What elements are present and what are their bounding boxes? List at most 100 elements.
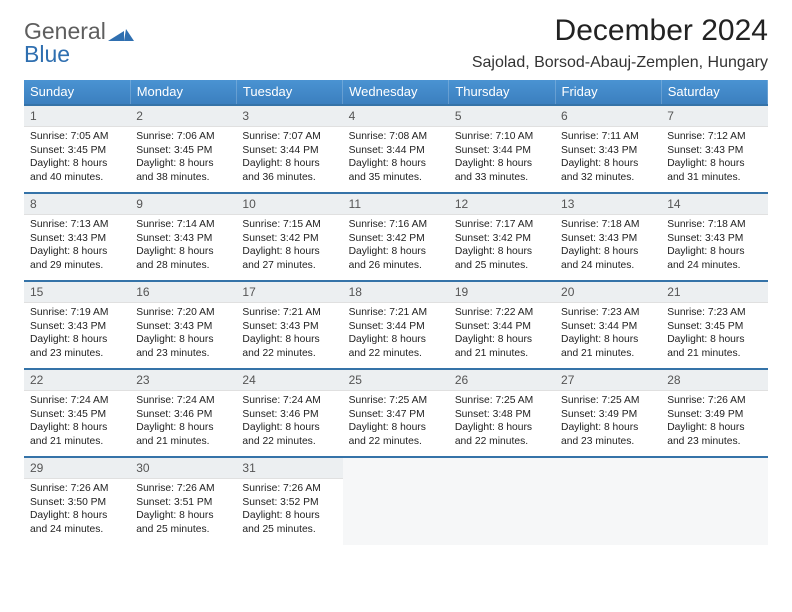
sunrise-line: Sunrise: 7:24 AM bbox=[30, 394, 124, 408]
day-body: Sunrise: 7:07 AMSunset: 3:44 PMDaylight:… bbox=[236, 127, 342, 188]
calendar-body: 1Sunrise: 7:05 AMSunset: 3:45 PMDaylight… bbox=[24, 105, 768, 545]
daylight-line: Daylight: 8 hours and 24 minutes. bbox=[30, 509, 124, 536]
day-body: Sunrise: 7:23 AMSunset: 3:44 PMDaylight:… bbox=[555, 303, 661, 364]
day-number: 5 bbox=[449, 106, 555, 127]
day-body: Sunrise: 7:19 AMSunset: 3:43 PMDaylight:… bbox=[24, 303, 130, 364]
day-number: 16 bbox=[130, 282, 236, 303]
daylight-line: Daylight: 8 hours and 26 minutes. bbox=[349, 245, 443, 272]
sunrise-line: Sunrise: 7:25 AM bbox=[455, 394, 549, 408]
calendar-day: 13Sunrise: 7:18 AMSunset: 3:43 PMDayligh… bbox=[555, 193, 661, 281]
sunrise-line: Sunrise: 7:19 AM bbox=[30, 306, 124, 320]
day-number: 8 bbox=[24, 194, 130, 215]
daylight-line: Daylight: 8 hours and 24 minutes. bbox=[667, 245, 761, 272]
calendar-day: 20Sunrise: 7:23 AMSunset: 3:44 PMDayligh… bbox=[555, 281, 661, 369]
sunset-line: Sunset: 3:44 PM bbox=[455, 320, 549, 334]
calendar-table: SundayMondayTuesdayWednesdayThursdayFrid… bbox=[24, 80, 768, 545]
page-header: General Blue December 2024 Sajolad, Bors… bbox=[24, 14, 768, 72]
daylight-line: Daylight: 8 hours and 23 minutes. bbox=[667, 421, 761, 448]
sunrise-line: Sunrise: 7:18 AM bbox=[667, 218, 761, 232]
daylight-line: Daylight: 8 hours and 28 minutes. bbox=[136, 245, 230, 272]
calendar-day-empty bbox=[555, 457, 661, 545]
sunrise-line: Sunrise: 7:26 AM bbox=[667, 394, 761, 408]
sunset-line: Sunset: 3:43 PM bbox=[136, 232, 230, 246]
calendar-day: 3Sunrise: 7:07 AMSunset: 3:44 PMDaylight… bbox=[236, 105, 342, 193]
day-number: 6 bbox=[555, 106, 661, 127]
calendar-day: 21Sunrise: 7:23 AMSunset: 3:45 PMDayligh… bbox=[661, 281, 767, 369]
calendar-day: 23Sunrise: 7:24 AMSunset: 3:46 PMDayligh… bbox=[130, 369, 236, 457]
sunrise-line: Sunrise: 7:18 AM bbox=[561, 218, 655, 232]
sunset-line: Sunset: 3:43 PM bbox=[242, 320, 336, 334]
sunrise-line: Sunrise: 7:15 AM bbox=[242, 218, 336, 232]
daylight-line: Daylight: 8 hours and 32 minutes. bbox=[561, 157, 655, 184]
day-body: Sunrise: 7:06 AMSunset: 3:45 PMDaylight:… bbox=[130, 127, 236, 188]
weekday-header: Sunday bbox=[24, 80, 130, 105]
day-number: 29 bbox=[24, 458, 130, 479]
daylight-line: Daylight: 8 hours and 29 minutes. bbox=[30, 245, 124, 272]
sunset-line: Sunset: 3:49 PM bbox=[667, 408, 761, 422]
day-body: Sunrise: 7:26 AMSunset: 3:49 PMDaylight:… bbox=[661, 391, 767, 452]
day-number: 26 bbox=[449, 370, 555, 391]
daylight-line: Daylight: 8 hours and 24 minutes. bbox=[561, 245, 655, 272]
day-body: Sunrise: 7:26 AMSunset: 3:50 PMDaylight:… bbox=[24, 479, 130, 540]
calendar-day-empty bbox=[343, 457, 449, 545]
day-body: Sunrise: 7:25 AMSunset: 3:49 PMDaylight:… bbox=[555, 391, 661, 452]
day-body: Sunrise: 7:23 AMSunset: 3:45 PMDaylight:… bbox=[661, 303, 767, 364]
calendar-day: 8Sunrise: 7:13 AMSunset: 3:43 PMDaylight… bbox=[24, 193, 130, 281]
sunset-line: Sunset: 3:43 PM bbox=[30, 320, 124, 334]
day-number: 24 bbox=[236, 370, 342, 391]
sunset-line: Sunset: 3:44 PM bbox=[561, 320, 655, 334]
sunrise-line: Sunrise: 7:25 AM bbox=[561, 394, 655, 408]
calendar-day: 15Sunrise: 7:19 AMSunset: 3:43 PMDayligh… bbox=[24, 281, 130, 369]
day-number: 20 bbox=[555, 282, 661, 303]
calendar-day-empty bbox=[449, 457, 555, 545]
day-number: 19 bbox=[449, 282, 555, 303]
day-body: Sunrise: 7:24 AMSunset: 3:46 PMDaylight:… bbox=[236, 391, 342, 452]
sunrise-line: Sunrise: 7:20 AM bbox=[136, 306, 230, 320]
day-number: 15 bbox=[24, 282, 130, 303]
sunset-line: Sunset: 3:44 PM bbox=[349, 320, 443, 334]
daylight-line: Daylight: 8 hours and 22 minutes. bbox=[349, 333, 443, 360]
sunset-line: Sunset: 3:50 PM bbox=[30, 496, 124, 510]
day-body: Sunrise: 7:22 AMSunset: 3:44 PMDaylight:… bbox=[449, 303, 555, 364]
logo-mark-icon bbox=[108, 23, 134, 41]
sunset-line: Sunset: 3:44 PM bbox=[242, 144, 336, 158]
weekday-header: Saturday bbox=[661, 80, 767, 105]
sunset-line: Sunset: 3:45 PM bbox=[30, 408, 124, 422]
sunrise-line: Sunrise: 7:16 AM bbox=[349, 218, 443, 232]
weekday-header: Thursday bbox=[449, 80, 555, 105]
daylight-line: Daylight: 8 hours and 23 minutes. bbox=[136, 333, 230, 360]
sunset-line: Sunset: 3:46 PM bbox=[242, 408, 336, 422]
calendar-week: 22Sunrise: 7:24 AMSunset: 3:45 PMDayligh… bbox=[24, 369, 768, 457]
day-body: Sunrise: 7:15 AMSunset: 3:42 PMDaylight:… bbox=[236, 215, 342, 276]
day-body: Sunrise: 7:18 AMSunset: 3:43 PMDaylight:… bbox=[555, 215, 661, 276]
day-number: 3 bbox=[236, 106, 342, 127]
weekday-header: Friday bbox=[555, 80, 661, 105]
daylight-line: Daylight: 8 hours and 22 minutes. bbox=[349, 421, 443, 448]
calendar-day: 19Sunrise: 7:22 AMSunset: 3:44 PMDayligh… bbox=[449, 281, 555, 369]
calendar-day: 16Sunrise: 7:20 AMSunset: 3:43 PMDayligh… bbox=[130, 281, 236, 369]
calendar-day: 9Sunrise: 7:14 AMSunset: 3:43 PMDaylight… bbox=[130, 193, 236, 281]
calendar-day: 4Sunrise: 7:08 AMSunset: 3:44 PMDaylight… bbox=[343, 105, 449, 193]
daylight-line: Daylight: 8 hours and 23 minutes. bbox=[561, 421, 655, 448]
sunrise-line: Sunrise: 7:23 AM bbox=[561, 306, 655, 320]
calendar-day: 7Sunrise: 7:12 AMSunset: 3:43 PMDaylight… bbox=[661, 105, 767, 193]
day-number: 27 bbox=[555, 370, 661, 391]
sunset-line: Sunset: 3:46 PM bbox=[136, 408, 230, 422]
sunset-line: Sunset: 3:42 PM bbox=[349, 232, 443, 246]
calendar-day: 12Sunrise: 7:17 AMSunset: 3:42 PMDayligh… bbox=[449, 193, 555, 281]
sunset-line: Sunset: 3:42 PM bbox=[455, 232, 549, 246]
sunset-line: Sunset: 3:43 PM bbox=[561, 144, 655, 158]
sunrise-line: Sunrise: 7:10 AM bbox=[455, 130, 549, 144]
calendar-day: 18Sunrise: 7:21 AMSunset: 3:44 PMDayligh… bbox=[343, 281, 449, 369]
daylight-line: Daylight: 8 hours and 25 minutes. bbox=[455, 245, 549, 272]
sunset-line: Sunset: 3:45 PM bbox=[136, 144, 230, 158]
daylight-line: Daylight: 8 hours and 22 minutes. bbox=[242, 421, 336, 448]
sunrise-line: Sunrise: 7:26 AM bbox=[242, 482, 336, 496]
daylight-line: Daylight: 8 hours and 21 minutes. bbox=[455, 333, 549, 360]
day-number: 18 bbox=[343, 282, 449, 303]
calendar-day: 29Sunrise: 7:26 AMSunset: 3:50 PMDayligh… bbox=[24, 457, 130, 545]
sunrise-line: Sunrise: 7:17 AM bbox=[455, 218, 549, 232]
sunrise-line: Sunrise: 7:26 AM bbox=[136, 482, 230, 496]
calendar-day: 17Sunrise: 7:21 AMSunset: 3:43 PMDayligh… bbox=[236, 281, 342, 369]
day-body: Sunrise: 7:17 AMSunset: 3:42 PMDaylight:… bbox=[449, 215, 555, 276]
